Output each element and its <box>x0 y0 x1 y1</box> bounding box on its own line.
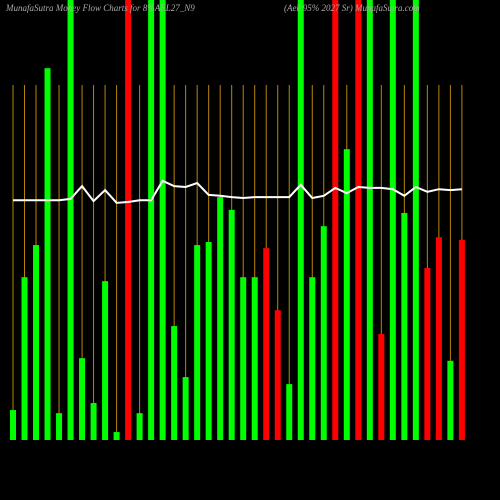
bar <box>10 410 16 440</box>
bar <box>102 281 109 440</box>
bar <box>320 226 327 440</box>
bar <box>263 248 270 440</box>
bar <box>228 209 235 440</box>
bar <box>21 277 28 440</box>
bar <box>332 0 339 440</box>
bar <box>217 197 224 440</box>
bar <box>171 326 178 440</box>
bar <box>136 413 143 440</box>
money-flow-line <box>13 179 462 204</box>
bar <box>148 0 155 440</box>
bar <box>33 245 40 440</box>
bar <box>355 0 362 440</box>
bar <box>458 239 465 440</box>
bar <box>251 277 258 440</box>
chart-title: MunafaSutra Money Flow Charts for 8%AEL2… <box>5 3 195 13</box>
bar <box>125 0 132 440</box>
chart-subtitle: (Aek 95% 2027 Sr) MunafaSutra.com <box>284 3 420 13</box>
bar <box>447 360 454 440</box>
bar <box>378 333 385 440</box>
bar <box>113 432 120 440</box>
bar <box>56 413 63 440</box>
bar <box>194 245 201 440</box>
bar <box>309 277 316 440</box>
bar <box>44 68 51 440</box>
bar <box>424 267 431 440</box>
bar <box>159 0 166 440</box>
bar <box>274 310 281 440</box>
bar <box>366 0 373 440</box>
bar <box>182 377 189 440</box>
bar <box>67 0 74 440</box>
bar <box>240 277 247 440</box>
bar <box>435 237 442 440</box>
bar <box>286 384 293 440</box>
bar <box>297 0 304 440</box>
bar <box>401 212 408 440</box>
bar <box>90 403 97 440</box>
bar <box>343 149 350 440</box>
bar <box>389 0 396 440</box>
bar <box>79 358 86 440</box>
bar <box>412 0 419 440</box>
bar <box>205 242 212 440</box>
